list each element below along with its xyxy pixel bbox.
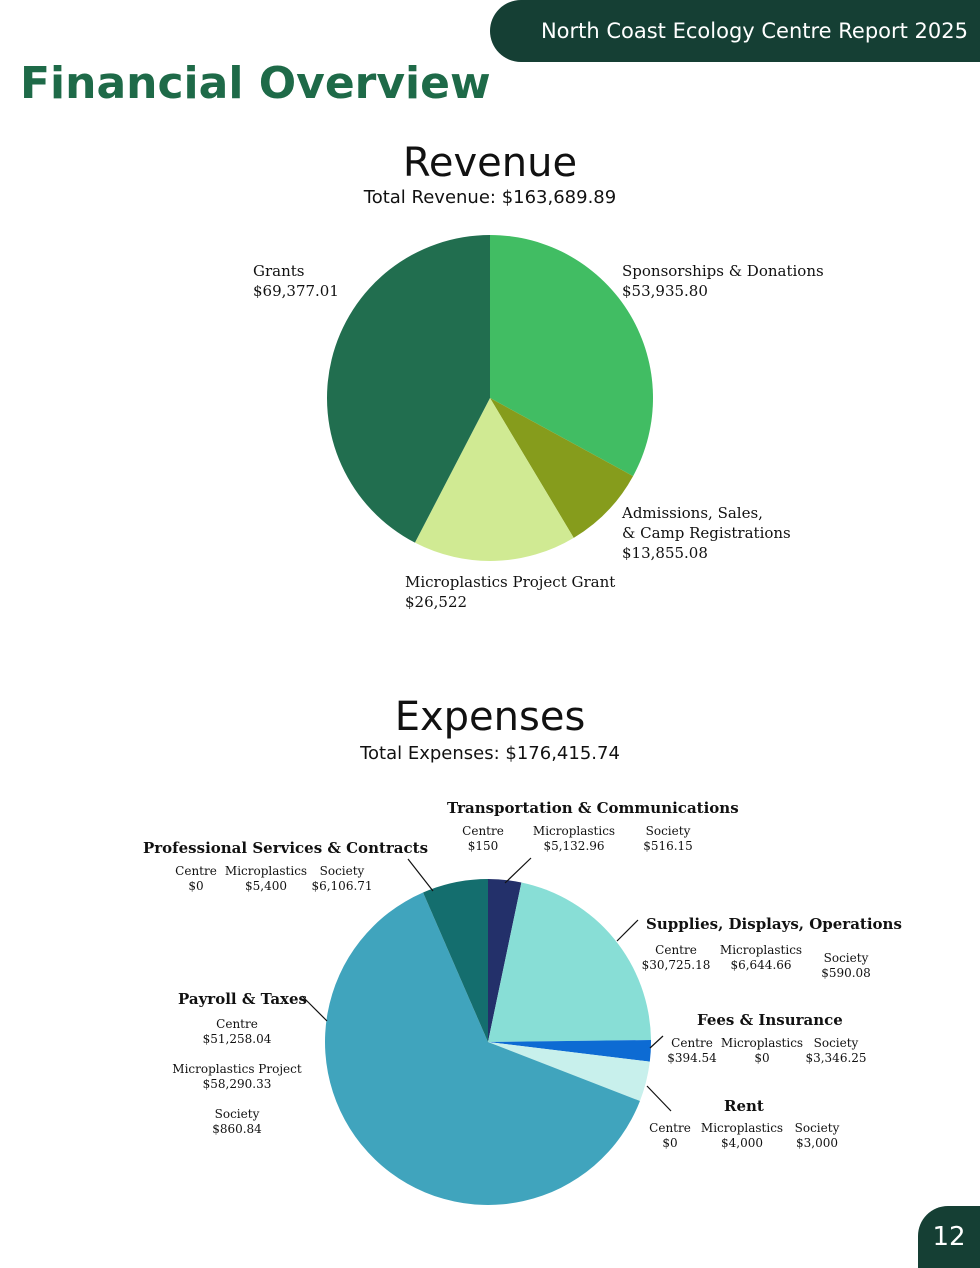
expenses-slice-rent: [488, 1042, 650, 1101]
revenue-pie: [327, 235, 654, 561]
revenue-label-microplastics: Microplastics Project Grant $26,522: [405, 572, 615, 612]
breakdown-centre: Centre $51,258.04: [202, 1017, 272, 1046]
expense-label-rent: Rent Centre $0 Microplastics $4,000 Societ…: [0, 1097, 980, 1157]
breakdown-society: Society $860.84: [212, 1107, 262, 1136]
report-title-badge: North Coast Ecology Centre Report 2025: [490, 0, 980, 62]
breakdown-society: Society $590.08: [821, 951, 871, 980]
expense-label-fees: Fees & Insurance Centre $394.54 Microplas…: [0, 1011, 980, 1071]
revenue-chart-subtitle: Total Revenue: $163,689.89: [363, 187, 617, 208]
expenses-slice-fees-insurance: [488, 1039, 651, 1062]
breakdown-society: Society $3,346.25: [805, 1036, 867, 1065]
breakdown-society: Society $516.15: [643, 824, 693, 853]
page-number-badge: 12: [918, 1206, 980, 1268]
leader-line-supplies: [616, 919, 639, 942]
report-title: North Coast Ecology Centre Report 2025: [540, 19, 968, 43]
page-number: 12: [932, 1222, 966, 1252]
expenses-slice-supplies-displays-operations: [488, 882, 651, 1042]
revenue-label-name-line1: Admissions, Sales,: [622, 504, 763, 522]
expense-category-name: Professional Services & Contracts: [143, 839, 429, 857]
revenue-label-value: $69,377.01: [253, 282, 339, 300]
expenses-slice-professional-services-contracts: [423, 879, 488, 1042]
leader-line-rent: [646, 1085, 672, 1112]
breakdown-centre: Centre $30,725.18: [641, 943, 711, 972]
leader-lines: [301, 857, 672, 1112]
revenue-label-value: $53,935.80: [622, 282, 708, 300]
expenses-slice-payroll-taxes: [324, 892, 640, 1205]
expense-category-name: Transportation & Communications: [447, 799, 739, 817]
expense-label-payroll: Payroll & Taxes Centre $51,258.04 Micropl…: [0, 990, 980, 1150]
expense-label-transportation: Transportation & Communications Centre $1…: [0, 799, 980, 859]
leader-line-payroll: [301, 995, 328, 1022]
breakdown-microplastics: Microplastics $0: [720, 1036, 804, 1065]
revenue-label-admissions: Admissions, Sales, & Camp Registrations …: [622, 503, 791, 563]
breakdown-centre: Centre $394.54: [667, 1036, 717, 1065]
expense-label-supplies: Supplies, Displays, Operations Centre $30…: [0, 915, 980, 985]
breakdown-society: Society $3,000: [794, 1121, 840, 1150]
page-title: Financial Overview: [20, 58, 491, 109]
revenue-slice-grants: [327, 235, 490, 543]
revenue-label-value: $13,855.08: [622, 544, 708, 562]
expense-category-name: Fees & Insurance: [697, 1011, 843, 1029]
expense-category-name: Rent: [724, 1097, 764, 1115]
breakdown-microplastics: Microplastics $5,132.96: [532, 824, 616, 853]
revenue-label-name: Grants: [253, 262, 305, 280]
expenses-chart-subtitle: Total Expenses: $176,415.74: [360, 743, 620, 764]
revenue-label-grants: Grants $69,377.01: [253, 261, 339, 301]
breakdown-microplastics: Microplastics $6,644.66: [719, 943, 803, 972]
breakdown-centre: Centre $150: [462, 824, 504, 853]
revenue-slice-admissions-sales-camp-registrations: [490, 398, 634, 538]
revenue-label-sponsorships: Sponsorships & Donations $53,935.80: [622, 261, 824, 301]
breakdown-centre: Centre $0: [649, 1121, 691, 1150]
leader-line-fees: [649, 1035, 664, 1049]
expenses-pie: [324, 879, 651, 1205]
leader-line-transportation: [504, 857, 532, 884]
expense-category-name: Supplies, Displays, Operations: [646, 915, 902, 933]
revenue-label-name-line2: & Camp Registrations: [622, 524, 791, 542]
leader-line-professional: [407, 858, 434, 892]
breakdown-microplastics: Microplastics $5,400: [224, 864, 308, 893]
breakdown-society: Society $6,106.71: [311, 864, 373, 893]
revenue-chart-title: Revenue: [402, 140, 578, 186]
revenue-label-name: Sponsorships & Donations: [622, 262, 824, 280]
expenses-slice-transportation-communications: [488, 879, 522, 1042]
breakdown-microplastics: Microplastics $4,000: [700, 1121, 784, 1150]
expenses-chart-title: Expenses: [394, 694, 586, 740]
revenue-label-name: Microplastics Project Grant: [405, 573, 616, 591]
revenue-slice-microplastics-project-grant: [414, 398, 574, 561]
expense-category-name: Payroll & Taxes: [178, 990, 307, 1008]
revenue-slice-sponsorships-donations: [490, 235, 654, 477]
breakdown-centre: Centre $0: [175, 864, 217, 893]
revenue-label-value: $26,522: [405, 593, 468, 611]
breakdown-microplastics: Microplastics Project $58,290.33: [172, 1062, 302, 1091]
expense-label-professional: Professional Services & Contracts Centre…: [0, 839, 980, 899]
